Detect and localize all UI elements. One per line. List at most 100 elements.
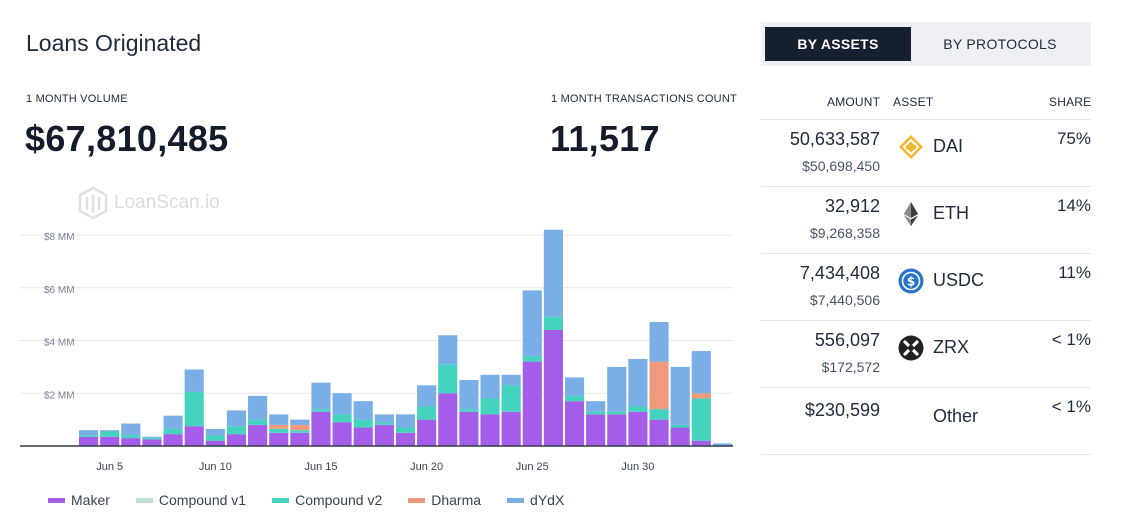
bar-segment-compound-v2[interactable]: [353, 419, 373, 428]
bar-segment-compound-v2[interactable]: [79, 435, 99, 437]
bar-segment-dydx[interactable]: [290, 419, 310, 425]
bar-segment-dydx[interactable]: [438, 335, 458, 365]
bar-segment-maker[interactable]: [100, 436, 120, 446]
bar-segment-dydx[interactable]: [121, 423, 141, 436]
bar-segment-maker[interactable]: [163, 434, 183, 446]
bar-segment-maker[interactable]: [480, 414, 500, 446]
legend-item-dydx[interactable]: dYdX: [507, 492, 564, 508]
bar-segment-maker[interactable]: [311, 411, 331, 446]
bar-segment-compound-v2[interactable]: [332, 414, 352, 423]
bar-segment-dydx[interactable]: [712, 443, 732, 446]
bar-segment-maker[interactable]: [226, 434, 247, 446]
bar-segment-dydx[interactable]: [628, 358, 648, 407]
bar-segment-maker[interactable]: [501, 411, 521, 446]
legend-item-maker[interactable]: Maker: [48, 492, 110, 508]
bar-segment-dydx[interactable]: [79, 430, 99, 436]
asset-row-eth[interactable]: 32,912 $9,268,358 ETH 14%: [761, 187, 1091, 254]
bar-segment-maker[interactable]: [269, 432, 289, 446]
bar-segment-dydx[interactable]: [163, 415, 183, 429]
bar-segment-dydx[interactable]: [248, 395, 268, 420]
bar-segment-dydx[interactable]: [353, 401, 373, 420]
bar-segment-compound-v2[interactable]: [142, 438, 162, 440]
bar-segment-dydx[interactable]: [374, 414, 394, 423]
bar-segment-dydx[interactable]: [311, 382, 331, 410]
bar-segment-compound-v2[interactable]: [226, 426, 247, 435]
bar-segment-maker[interactable]: [628, 411, 648, 446]
bar-segment-dharma[interactable]: [691, 393, 711, 399]
asset-row-dai[interactable]: 50,633,587 $50,698,450 DAI 75%: [761, 120, 1091, 187]
bar-segment-dydx[interactable]: [395, 414, 416, 428]
bar-segment-compound-v2[interactable]: [543, 316, 563, 330]
bar-segment-compound-v2[interactable]: [121, 435, 141, 439]
bar-segment-compound-v2[interactable]: [248, 419, 268, 425]
bar-segment-compound-v2[interactable]: [649, 409, 669, 420]
asset-row-usdc[interactable]: 7,434,408 $7,440,506 $ USDC 11%: [761, 254, 1091, 321]
bar-segment-dharma[interactable]: [649, 361, 669, 410]
bar-segment-dydx[interactable]: [564, 377, 585, 396]
bar-segment-compound-v2[interactable]: [480, 398, 500, 415]
bar-segment-maker[interactable]: [459, 411, 479, 446]
bar-segment-maker[interactable]: [290, 432, 310, 446]
bar-segment-maker[interactable]: [248, 424, 268, 446]
bar-segment-compound-v2[interactable]: [311, 409, 331, 412]
bar-segment-compound-v2[interactable]: [607, 411, 627, 415]
bar-segment-maker[interactable]: [121, 438, 141, 446]
bar-segment-dydx[interactable]: [417, 385, 437, 407]
bar-segment-compound-v2[interactable]: [670, 424, 690, 428]
bar-segment-dydx[interactable]: [649, 322, 669, 362]
legend-item-compound-v1[interactable]: Compound v1: [135, 492, 246, 508]
bar-segment-compound-v2[interactable]: [586, 411, 606, 415]
bar-segment-compound-v2[interactable]: [374, 422, 394, 425]
bar-segment-dharma[interactable]: [290, 424, 310, 431]
asset-row-zrx[interactable]: 556,097 $172,572 ZRX < 1%: [761, 321, 1091, 388]
bar-segment-compound-v2[interactable]: [459, 409, 479, 412]
bar-segment-dharma[interactable]: [269, 424, 289, 429]
bar-segment-compound-v2[interactable]: [522, 356, 542, 362]
bar-segment-maker[interactable]: [395, 432, 416, 446]
bar-segment-maker[interactable]: [670, 427, 690, 446]
bar-segment-maker[interactable]: [184, 426, 204, 446]
bar-segment-maker[interactable]: [438, 393, 458, 446]
bar-segment-compound-v2[interactable]: [417, 406, 437, 420]
bar-segment-dydx[interactable]: [269, 414, 289, 425]
legend-item-dharma[interactable]: Dharma: [408, 492, 481, 508]
bar-segment-dydx[interactable]: [205, 428, 225, 436]
bar-segment-compound-v2[interactable]: [564, 395, 585, 402]
bar-segment-compound-v2[interactable]: [438, 364, 458, 394]
bar-segment-dydx[interactable]: [100, 430, 120, 432]
bar-segment-dydx[interactable]: [670, 366, 690, 425]
bar-segment-compound-v2[interactable]: [269, 428, 289, 433]
bar-segment-maker[interactable]: [417, 419, 437, 446]
bar-segment-compound-v2[interactable]: [184, 391, 204, 427]
bar-segment-compound-v2[interactable]: [395, 427, 416, 433]
bar-segment-maker[interactable]: [522, 361, 542, 446]
bar-segment-compound-v2[interactable]: [691, 398, 711, 441]
bar-segment-dydx[interactable]: [586, 401, 606, 412]
bar-segment-dydx[interactable]: [332, 393, 352, 415]
bar-segment-dydx[interactable]: [522, 290, 542, 357]
bar-segment-dydx[interactable]: [543, 229, 563, 317]
asset-row-other[interactable]: $230,599 Other < 1%: [761, 388, 1091, 455]
bar-segment-maker[interactable]: [607, 414, 627, 446]
bar-segment-compound-v2[interactable]: [628, 406, 648, 412]
bar-segment-maker[interactable]: [543, 329, 563, 446]
bar-segment-maker[interactable]: [586, 414, 606, 446]
bar-segment-dydx[interactable]: [226, 410, 247, 427]
bar-segment-maker[interactable]: [649, 419, 669, 446]
bar-segment-maker[interactable]: [205, 440, 225, 446]
by-assets-button[interactable]: BY ASSETS: [765, 27, 911, 61]
bar-segment-dydx[interactable]: [691, 351, 711, 394]
bar-segment-compound-v2[interactable]: [163, 428, 183, 435]
bar-segment-dydx[interactable]: [480, 374, 500, 399]
bar-segment-maker[interactable]: [353, 427, 373, 446]
bar-segment-compound-v2[interactable]: [290, 430, 310, 433]
bar-segment-maker[interactable]: [374, 424, 394, 446]
bar-segment-dydx[interactable]: [142, 436, 162, 439]
bar-segment-compound-v2[interactable]: [205, 435, 225, 441]
bar-segment-compound-v2[interactable]: [100, 431, 120, 437]
bar-segment-dydx[interactable]: [607, 366, 627, 412]
bar-segment-dydx[interactable]: [184, 369, 204, 392]
by-protocols-button[interactable]: BY PROTOCOLS: [943, 36, 1057, 52]
bar-segment-maker[interactable]: [332, 422, 352, 446]
bar-segment-dydx[interactable]: [459, 380, 479, 410]
